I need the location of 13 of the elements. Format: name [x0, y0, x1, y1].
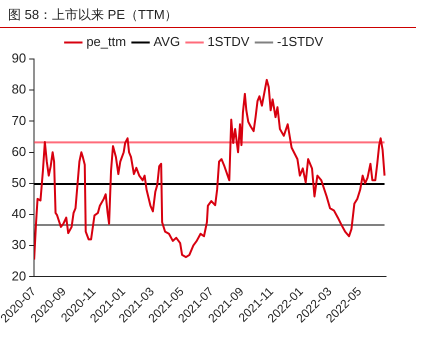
y-tick-label: 70: [12, 112, 26, 128]
y-tick-label: 90: [12, 50, 26, 66]
legend-label: pe_ttm: [86, 34, 126, 50]
y-tick-label: 80: [12, 82, 26, 97]
y-tick-label: 30: [12, 237, 26, 252]
chart-title: 图 58：上市以来 PE（TTM）: [0, 0, 416, 28]
y-tick-label: 50: [12, 174, 26, 190]
y-tick-label: 60: [12, 144, 26, 159]
y-tick-label: 20: [12, 268, 26, 284]
legend-label: -1STDV: [276, 34, 324, 50]
y-tick-label: 40: [12, 206, 26, 222]
legend-label: 1STDV: [208, 34, 250, 50]
legend-label: AVG: [154, 34, 180, 50]
